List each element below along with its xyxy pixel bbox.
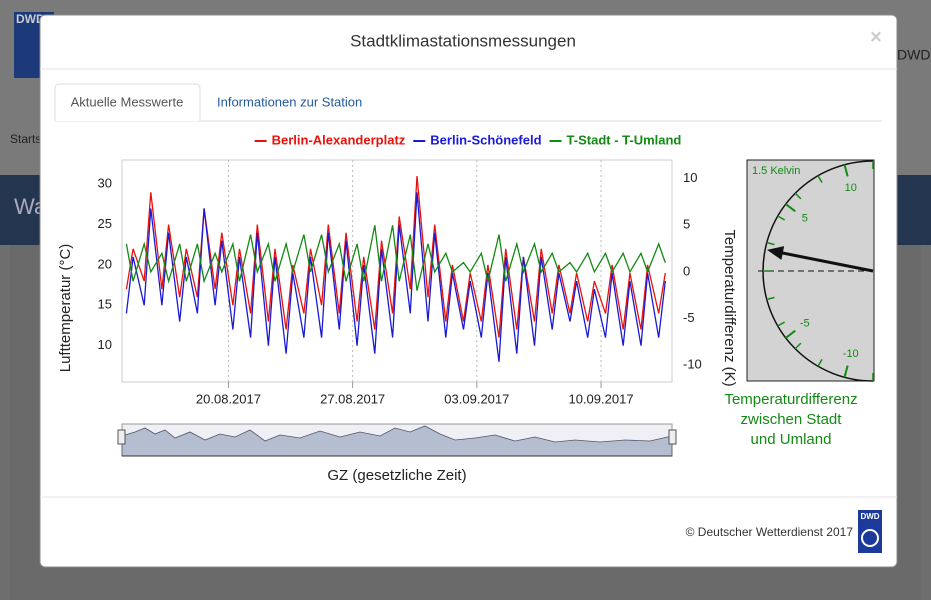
gauge-caption: zwischen Stadt — [741, 411, 843, 428]
footer-logo-swirl — [861, 529, 879, 547]
y2-tick-label: -5 — [683, 310, 695, 325]
y-tick-label: 30 — [98, 176, 112, 191]
footer-logo-text: DWD — [860, 512, 879, 521]
gauge-tick — [843, 164, 849, 177]
gauge-minor-tick — [766, 241, 775, 246]
x-tick-label: 27.08.2017 — [320, 391, 385, 406]
gauge-tick-label: 5 — [802, 213, 808, 225]
gauge-minor-tick — [817, 358, 823, 367]
y-tick-label: 10 — [98, 337, 112, 352]
x-tick-label: 03.09.2017 — [444, 391, 509, 406]
site-logo-text: DWD — [16, 12, 45, 26]
gauge-minor-tick — [777, 321, 786, 327]
tab[interactable]: Aktuelle Messwerte — [71, 94, 184, 109]
site-nav[interactable]: DWD — [897, 47, 930, 63]
gauge-value-label: 1.5 Kelvin — [752, 165, 800, 177]
series-line — [125, 225, 666, 291]
gauge-tick-label: 10 — [845, 182, 857, 194]
gauge-needle-head — [767, 246, 785, 260]
gauge-minor-tick — [794, 342, 802, 350]
y2-axis-label: Temperaturdifferenz (K) — [721, 229, 738, 386]
copyright: © Deutscher Wetterdienst 2017 — [686, 525, 854, 539]
gauge-minor-tick — [794, 192, 802, 200]
gauge-caption: Temperaturdifferenz — [724, 391, 857, 408]
navigator-handle[interactable] — [668, 429, 677, 445]
legend-entry: T-Stadt - T-Umland — [567, 132, 682, 147]
gauge-caption: und Umland — [751, 431, 832, 448]
gauge-tick-label: -5 — [800, 317, 810, 329]
y2-tick-label: 0 — [683, 263, 690, 278]
series-line — [125, 176, 666, 338]
gauge-minor-tick — [817, 175, 823, 184]
y2-tick-label: -10 — [683, 357, 702, 372]
close-button[interactable]: × — [870, 26, 882, 48]
gauge-minor-tick — [766, 296, 775, 301]
gauge-tick — [785, 329, 796, 339]
navigator-handle[interactable] — [117, 429, 126, 445]
gauge-tick-label: -10 — [843, 348, 859, 360]
plot-frame — [121, 159, 673, 383]
y2-tick-label: 5 — [683, 217, 690, 232]
gauge-minor-tick — [777, 215, 786, 221]
gauge-needle — [778, 250, 874, 273]
breadcrumb[interactable]: Starts — [10, 132, 41, 146]
active-tab[interactable] — [54, 83, 201, 121]
legend-entry: Berlin-Alexanderplatz — [272, 132, 406, 147]
gauge-tick — [785, 203, 796, 213]
y-tick-label: 20 — [98, 256, 112, 271]
series-line — [125, 192, 666, 362]
x-axis-label: GZ (gesetzliche Zeit) — [327, 467, 466, 484]
modal-title: Stadtklimastationsmessungen — [350, 31, 576, 50]
legend-entry: Berlin-Schönefeld — [430, 132, 541, 147]
y-axis-label: Lufttemperatur (°C) — [57, 244, 74, 373]
x-tick-label: 10.09.2017 — [568, 391, 633, 406]
y-tick-label: 15 — [98, 297, 112, 312]
x-tick-label: 20.08.2017 — [196, 391, 261, 406]
gauge-tick — [843, 365, 849, 378]
y2-tick-label: 10 — [683, 170, 697, 185]
tab[interactable]: Informationen zur Station — [217, 94, 362, 109]
navigator-series — [121, 425, 673, 457]
y-tick-label: 25 — [98, 216, 112, 231]
